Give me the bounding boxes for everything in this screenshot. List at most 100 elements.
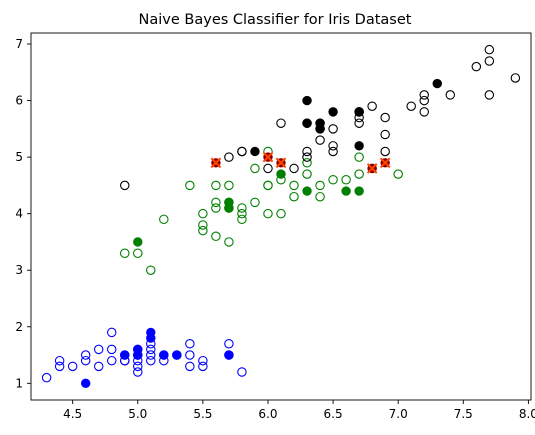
point-setosa-train <box>146 350 156 360</box>
point-virginica-train <box>328 141 338 151</box>
point-setosa-test-correct <box>146 327 156 338</box>
point-setosa-train <box>185 361 195 372</box>
point-setosa-train <box>224 338 234 349</box>
point-setosa-train <box>185 350 195 360</box>
x-tick-label: 4.5 <box>63 407 82 421</box>
point-setosa-train <box>80 355 91 366</box>
point-setosa-train <box>80 350 91 360</box>
point-setosa-train <box>146 344 156 355</box>
point-setosa-test-correct <box>224 350 234 360</box>
point-versicolor-train <box>250 163 260 174</box>
point-virginica-test-correct <box>250 146 260 157</box>
point-setosa-train <box>106 327 117 338</box>
point-virginica-test-correct <box>302 95 312 106</box>
point-versicolor-train <box>211 231 221 242</box>
point-virginica-train <box>263 163 273 174</box>
point-setosa-train <box>133 361 143 372</box>
data-points <box>41 44 521 389</box>
point-virginica-train <box>484 90 495 100</box>
point-virginica-train <box>471 61 482 72</box>
point-misclassified <box>366 163 378 174</box>
point-virginica-train <box>302 146 312 157</box>
point-versicolor-train <box>289 180 299 191</box>
chart-title: Naive Bayes Classifier for Iris Dataset <box>139 12 412 28</box>
point-virginica-test-correct <box>432 78 442 89</box>
y-tick-label: 2 <box>15 320 23 334</box>
point-setosa-test-correct <box>133 344 143 355</box>
x-axis-ticks: 4.5 5.0 5.5 6.0 6.5 7.0 7.5 8.0 <box>63 400 535 421</box>
point-versicolor-train <box>120 248 130 259</box>
point-versicolor-test-correct <box>276 169 286 179</box>
point-versicolor-train <box>224 180 234 191</box>
point-setosa-train <box>67 361 78 372</box>
y-tick-label: 1 <box>15 376 23 390</box>
point-virginica-train <box>380 146 390 157</box>
point-virginica-train <box>276 118 286 128</box>
point-versicolor-train <box>263 180 273 191</box>
point-virginica-train <box>315 135 325 145</box>
y-tick-label: 5 <box>15 150 23 164</box>
point-versicolor-train <box>354 169 364 179</box>
y-axis-ticks: 1 2 3 4 5 6 7 <box>15 37 31 390</box>
point-setosa-train <box>41 372 52 383</box>
point-setosa-train <box>185 338 195 349</box>
point-virginica-train <box>224 152 234 162</box>
x-tick-label: 6.0 <box>258 407 277 421</box>
point-setosa-train <box>237 367 247 377</box>
point-versicolor-train <box>315 191 325 202</box>
point-virginica-train <box>354 118 364 128</box>
point-virginica-train <box>484 44 495 55</box>
point-versicolor-test-correct <box>133 237 143 247</box>
y-tick-label: 4 <box>15 207 23 221</box>
x-tick-label: 5.0 <box>128 407 147 421</box>
point-versicolor-train <box>133 248 143 259</box>
point-virginica-train <box>367 101 377 111</box>
point-versicolor-test-correct <box>354 186 364 196</box>
point-setosa-train <box>106 355 117 366</box>
point-versicolor-train <box>302 169 312 179</box>
point-versicolor-test-correct <box>224 197 234 208</box>
point-setosa-train <box>54 355 65 366</box>
point-virginica-train <box>120 180 130 191</box>
point-versicolor-train <box>237 208 247 219</box>
point-virginica-test-correct <box>302 118 312 128</box>
point-setosa-train <box>93 361 104 372</box>
point-virginica-test-correct <box>354 107 364 117</box>
point-versicolor-train <box>328 174 338 185</box>
point-virginica-train <box>328 124 338 134</box>
point-virginica-train <box>510 73 521 83</box>
point-versicolor-train <box>250 197 260 208</box>
point-versicolor-train <box>146 265 156 275</box>
point-virginica-train <box>302 152 312 162</box>
x-tick-label: 7.5 <box>454 407 473 421</box>
point-virginica-train <box>419 107 429 117</box>
point-virginica-train <box>406 101 416 111</box>
point-virginica-train <box>289 163 299 174</box>
point-misclassified <box>262 151 274 163</box>
point-setosa-test-correct <box>159 350 169 360</box>
point-versicolor-test-correct <box>302 186 312 196</box>
point-versicolor-train <box>341 174 351 185</box>
point-versicolor-test-correct <box>341 186 351 196</box>
point-versicolor-train <box>185 180 195 191</box>
point-setosa-test-correct <box>120 350 130 360</box>
point-versicolor-train <box>315 180 325 191</box>
plot-area-frame <box>30 32 532 401</box>
x-tick-label: 6.5 <box>324 407 343 421</box>
point-versicolor-train <box>354 152 364 162</box>
point-virginica-test-correct <box>328 107 338 117</box>
point-versicolor-train <box>237 203 247 213</box>
point-versicolor-train <box>263 208 273 219</box>
point-misclassified <box>379 157 391 169</box>
x-tick-label: 7.0 <box>389 407 408 421</box>
point-versicolor-train <box>211 203 221 213</box>
point-versicolor-train <box>237 214 247 225</box>
point-virginica-train <box>419 95 429 106</box>
x-tick-label: 8.0 <box>519 407 535 421</box>
point-versicolor-train <box>211 180 221 191</box>
point-setosa-test-correct <box>172 350 182 360</box>
point-misclassified <box>210 157 222 169</box>
point-versicolor-train <box>393 169 403 179</box>
x-tick-label: 5.5 <box>193 407 212 421</box>
